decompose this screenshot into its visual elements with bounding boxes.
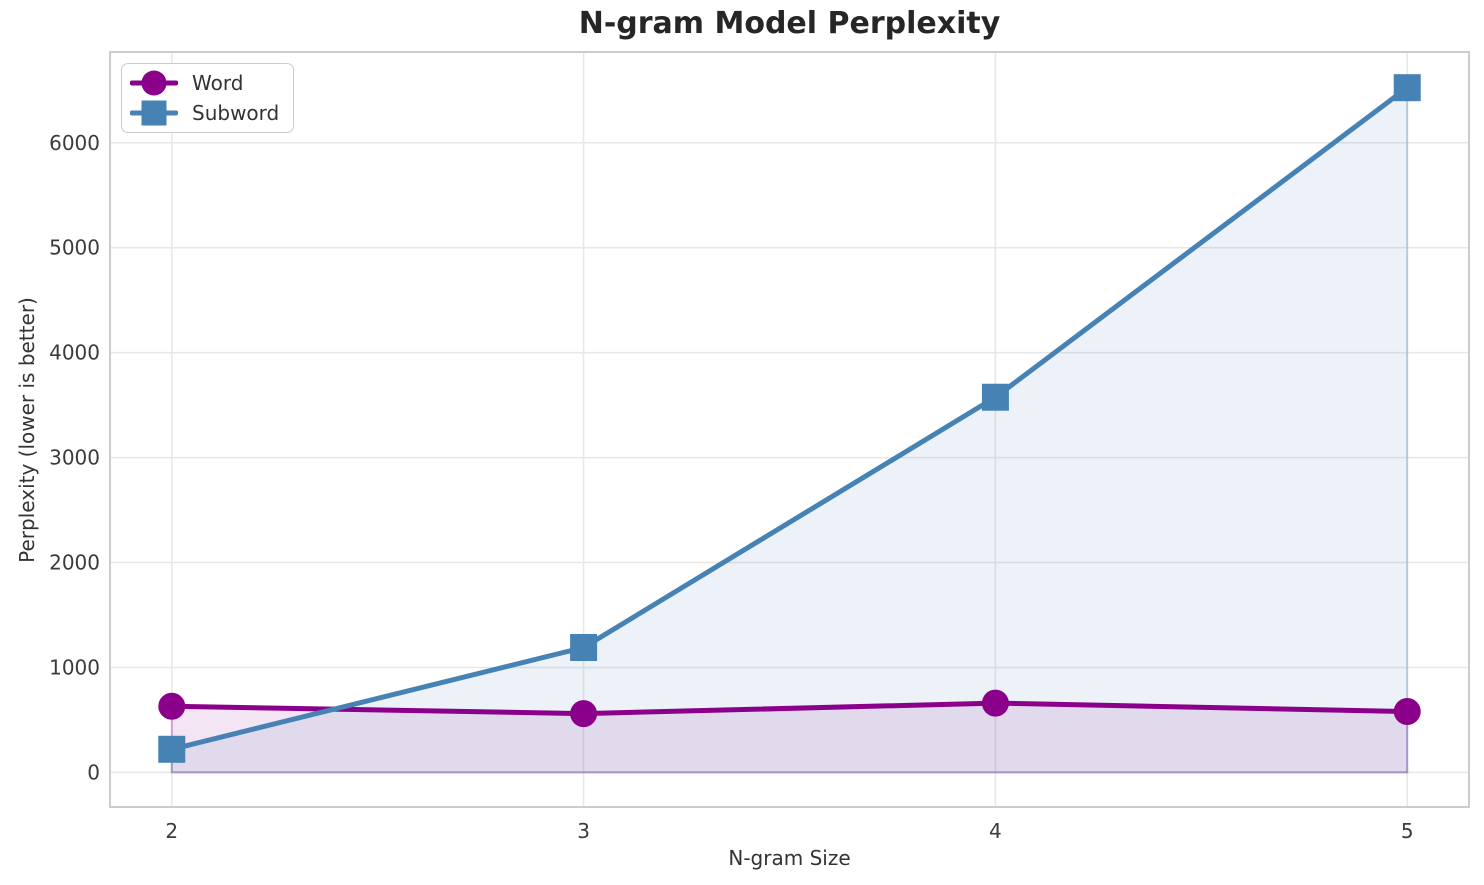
legend-circle-marker <box>141 70 167 96</box>
y-tick-label: 0 <box>87 760 100 784</box>
y-tick-label: 4000 <box>49 341 100 365</box>
y-tick-label: 1000 <box>49 655 100 679</box>
word-point-marker <box>570 700 598 728</box>
y-tick-label: 2000 <box>49 551 100 575</box>
chart-title: N-gram Model Perplexity <box>578 6 1001 41</box>
axes-spines <box>109 51 1470 808</box>
circle-marker-icon <box>130 70 178 96</box>
subword-area <box>170 85 1409 774</box>
subword-point-marker <box>158 735 186 763</box>
word-point-marker <box>158 692 186 720</box>
y-tick-label: 5000 <box>49 236 100 260</box>
legend-square-marker <box>141 100 167 126</box>
legend-label: Word <box>192 71 244 95</box>
y-tick-label: 3000 <box>49 446 100 470</box>
y-tick-label: 6000 <box>49 131 100 155</box>
word-point-marker <box>1393 698 1421 726</box>
subword-point-marker <box>570 634 598 662</box>
x-axis-label: N-gram Size <box>728 846 851 870</box>
legend-item-word: Word <box>130 69 279 97</box>
word-line <box>169 700 1410 717</box>
x-tick-label: 3 <box>577 819 590 843</box>
legend-label: Subword <box>192 101 280 125</box>
legend-item-subword: Subword <box>130 99 279 127</box>
subword-point-marker <box>981 383 1009 411</box>
subword-line <box>169 85 1410 752</box>
x-tick-label: 5 <box>1401 819 1414 843</box>
legend: Word Subword <box>121 63 295 133</box>
square-marker-icon <box>130 100 178 126</box>
word-point-marker <box>981 689 1009 717</box>
x-tick-label: 4 <box>989 819 1002 843</box>
x-tick-label: 2 <box>165 819 178 843</box>
subword-point-marker <box>1393 74 1421 102</box>
